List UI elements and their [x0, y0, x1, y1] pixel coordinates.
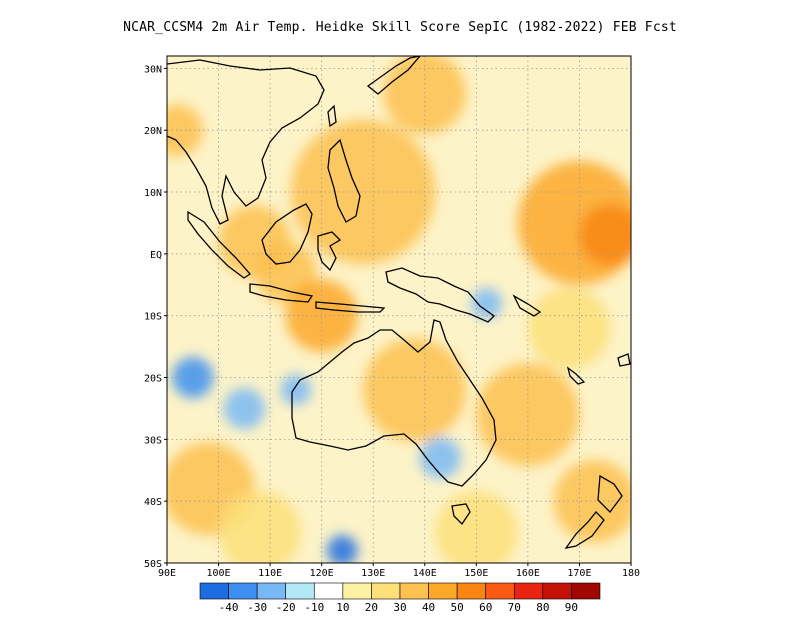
japan-coastline [366, 56, 421, 95]
lat-tick-label: 50S [144, 559, 162, 570]
colorbar-label: -10 [304, 601, 324, 614]
colorbar-label: 40 [422, 601, 435, 614]
lesser-sunda-coastline [315, 301, 386, 313]
colorbar-label: 90 [565, 601, 578, 614]
colorbar-swatch [513, 582, 544, 600]
lat-tick-label: 30N [144, 64, 162, 75]
lon-tick-label: 130E [361, 568, 385, 579]
colorbar-label: 30 [393, 601, 406, 614]
skill-region [383, 56, 467, 135]
lon-tick-label: 140E [413, 568, 437, 579]
colorbar-swatch [256, 582, 287, 600]
colorbar-swatch [456, 582, 487, 600]
mainland-asia-coastline [167, 59, 325, 225]
java-coastline [249, 283, 314, 303]
lat-tick-label: 10S [144, 312, 162, 323]
colorbar-swatch [428, 582, 458, 600]
longitude-labels: 90E 100E 110E 120E 130E 140E 150E 160E 170E 180 [158, 563, 640, 579]
lon-tick-label: 90E [158, 568, 176, 579]
borneo-coastline [261, 203, 313, 265]
skill-region [280, 374, 312, 406]
lon-tick-label: 180 [622, 568, 640, 579]
colorbar-swatch [313, 582, 344, 600]
skill-region [527, 286, 611, 370]
sulawesi-coastline [317, 231, 342, 272]
coastlines [167, 56, 631, 549]
lat-tick-label: 10N [144, 188, 162, 199]
colorbar-label: 20 [365, 601, 378, 614]
australia-coastline [291, 319, 497, 487]
solomon-islands-coastline [512, 294, 542, 317]
colorbar-label: 50 [451, 601, 464, 614]
philippines-coastline [327, 138, 361, 223]
colorbar-swatch [542, 582, 572, 600]
skill-region [435, 490, 518, 563]
tasmania-coastline [451, 503, 471, 526]
skill-region [419, 437, 461, 479]
sumatra-coastline [187, 210, 251, 279]
skill-region [290, 119, 436, 265]
colorbar-swatch [399, 582, 429, 600]
map-title: NCAR_CCSM4 2m Air Temp. Heidke Skill Sco… [123, 20, 677, 35]
fiji-coastline [617, 353, 631, 367]
skill-region [218, 490, 302, 563]
skill-region [362, 338, 467, 442]
lon-tick-label: 110E [258, 568, 282, 579]
lon-tick-label: 150E [464, 568, 488, 579]
graticule [167, 56, 631, 563]
colorbar-swatch [285, 582, 315, 600]
colorbar-label: 80 [536, 601, 549, 614]
lat-tick-label: 20S [144, 374, 162, 385]
skill-region [471, 287, 503, 319]
lat-tick-label: EQ [150, 250, 162, 261]
colorbar-label: 10 [336, 601, 349, 614]
skill-region [285, 279, 358, 352]
colorbar-label: 70 [508, 601, 521, 614]
new-guinea-coastline [385, 267, 496, 323]
colorbar-swatch [485, 582, 515, 600]
skill-region [553, 459, 631, 543]
skill-region [223, 387, 265, 430]
lon-tick-label: 170E [567, 568, 591, 579]
skill-region [326, 535, 358, 563]
taiwan-coastline [327, 104, 337, 128]
colorbar-swatch [371, 582, 401, 600]
lat-tick-label: 20N [144, 126, 162, 137]
new-caledonia-coastline [566, 366, 586, 385]
skill-region [172, 356, 214, 399]
colorbar-swatch [228, 582, 258, 600]
colorbar-label: -30 [247, 601, 267, 614]
skill-field [167, 56, 631, 563]
latitude-labels: 30N 20N 10N EQ 10S 20S 30S 40S 50S [144, 64, 167, 570]
lat-tick-label: 30S [144, 435, 162, 446]
lat-tick-label: 40S [144, 497, 162, 508]
skill-region [476, 363, 580, 467]
colorbar: -40 -30 -20 -10 10 20 30 40 50 60 70 80 90 [199, 582, 601, 614]
colorbar-swatch [571, 582, 601, 600]
colorbar-label: 60 [479, 601, 492, 614]
colorbar-label: -40 [219, 601, 239, 614]
colorbar-swatch [199, 582, 229, 600]
plot-frame [166, 55, 632, 564]
lon-tick-label: 120E [310, 568, 334, 579]
skill-region [579, 204, 631, 267]
colorbar-swatch [342, 582, 372, 600]
colorbar-label: -20 [276, 601, 296, 614]
lon-tick-label: 160E [516, 568, 540, 579]
new-zealand-coastline [564, 474, 623, 549]
lon-tick-label: 100E [207, 568, 231, 579]
